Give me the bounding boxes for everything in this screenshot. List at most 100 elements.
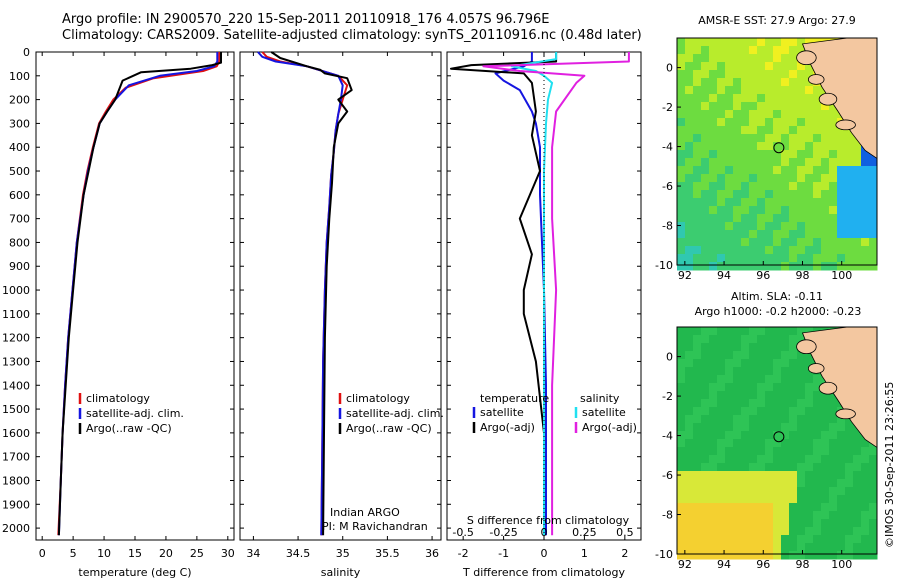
sla_map-cell	[693, 367, 702, 376]
sst_map-cell	[693, 206, 702, 215]
sst_map-cell	[717, 166, 726, 175]
sst_map-cell	[773, 134, 782, 143]
sla_map-cell	[781, 359, 790, 368]
sla_map-cell	[725, 343, 734, 352]
sst_map-cell	[797, 62, 806, 71]
sst_map-cell	[765, 262, 774, 271]
sst_map-cell	[677, 94, 686, 103]
sla_map-ytick-label: -4	[662, 430, 673, 443]
temperature-xtick-label: 25	[190, 547, 204, 560]
sst_map-cell	[725, 262, 734, 271]
temperature-ytick-label: 0	[23, 46, 30, 59]
sla_map-cell	[701, 415, 710, 424]
sla_map-cell	[701, 479, 710, 488]
sla_map-cell	[725, 527, 734, 536]
sst_map-cell	[853, 150, 862, 159]
sst_map-xtick-label: 98	[795, 269, 809, 282]
sla_map-cell	[749, 543, 758, 552]
sla_map-cell	[717, 495, 726, 504]
sla_map-cell	[709, 343, 718, 352]
sla_map-cell	[749, 327, 758, 336]
sst_map-cell	[709, 174, 718, 183]
sla_map-cell	[813, 535, 822, 544]
sla_map-cell	[701, 543, 710, 552]
sst_map-cell	[725, 198, 734, 207]
sla_map-cell	[853, 455, 862, 464]
difference-legend-label: satellite	[582, 406, 626, 419]
sst_map-cell	[741, 142, 750, 151]
sla_map-cell	[693, 551, 702, 560]
sla_map-cell	[773, 359, 782, 368]
sla_map-cell	[869, 551, 878, 560]
sst_map-cell	[845, 198, 854, 207]
sst_map-cell	[725, 54, 734, 63]
sst_map-cell	[829, 102, 838, 111]
sla_map-cell	[749, 359, 758, 368]
sst_map-cell	[741, 238, 750, 247]
sla_map-cell	[685, 471, 694, 480]
sst_map-cell	[829, 206, 838, 215]
sla_map-cell	[861, 495, 870, 504]
sst_map-cell	[869, 198, 878, 207]
sst_map-cell	[797, 118, 806, 127]
sla_map-cell	[677, 399, 686, 408]
sla_map-cell	[789, 543, 798, 552]
sst_map-cell	[773, 182, 782, 191]
sla_map-cell	[725, 383, 734, 392]
sst_map-cell	[741, 70, 750, 79]
difference-xtick-label: -2	[458, 547, 469, 560]
sla_map-cell	[741, 375, 750, 384]
sla_map-cell	[821, 415, 830, 424]
sla_map-cell	[693, 351, 702, 360]
sla_map-cell	[813, 519, 822, 528]
sst_map-cell	[773, 54, 782, 63]
sla_map-cell	[733, 439, 742, 448]
difference-xtick-label: 2	[621, 547, 628, 560]
sst_map-cell	[765, 110, 774, 119]
sst_map-cell	[749, 110, 758, 119]
sla_map-cell	[733, 495, 742, 504]
sla_map-cell	[749, 503, 758, 512]
sst_map-cell	[773, 62, 782, 71]
sla_map-cell	[789, 471, 798, 480]
sla_map-ytick-label: -8	[662, 509, 673, 522]
sst_map-cell	[781, 150, 790, 159]
sst_map-cell	[861, 166, 870, 175]
sla_map-cell	[757, 367, 766, 376]
sla_map-cell	[829, 415, 838, 424]
sst_map-cell	[813, 134, 822, 143]
sst_map-cell	[717, 190, 726, 199]
sla_map-cell	[797, 519, 806, 528]
sla_map-cell	[789, 503, 798, 512]
sst_map-cell	[765, 86, 774, 95]
sla_map-cell	[765, 375, 774, 384]
sst_map-cell	[693, 182, 702, 191]
sst_map-cell	[749, 206, 758, 215]
sla_map-cell	[765, 335, 774, 344]
sst_map-cell	[789, 222, 798, 231]
sla_map-cell	[845, 439, 854, 448]
sst_map-cell	[733, 206, 742, 215]
sst_map-cell	[685, 158, 694, 167]
sla_map-cell	[701, 359, 710, 368]
sla_map-cell	[813, 399, 822, 408]
sst_map-cell	[717, 126, 726, 135]
sla_map-cell	[757, 551, 766, 560]
sst_map-cell	[837, 222, 846, 231]
sst_map-cell	[677, 118, 686, 127]
sla_map-cell	[805, 527, 814, 536]
sla_map-cell	[685, 343, 694, 352]
sla_map-cell	[701, 391, 710, 400]
sla_map-cell	[725, 495, 734, 504]
difference-x2tick-label: -0.5	[452, 526, 473, 539]
sla_map-cell	[837, 527, 846, 536]
sst_map-cell	[781, 174, 790, 183]
sla_map-cell	[693, 527, 702, 536]
sla_map-cell	[693, 439, 702, 448]
sst_map-cell	[709, 182, 718, 191]
sst_map-cell	[853, 198, 862, 207]
sla_map-cell	[693, 487, 702, 496]
sla_map-cell	[757, 351, 766, 360]
sla_map-cell	[773, 463, 782, 472]
sla_map-cell	[685, 415, 694, 424]
